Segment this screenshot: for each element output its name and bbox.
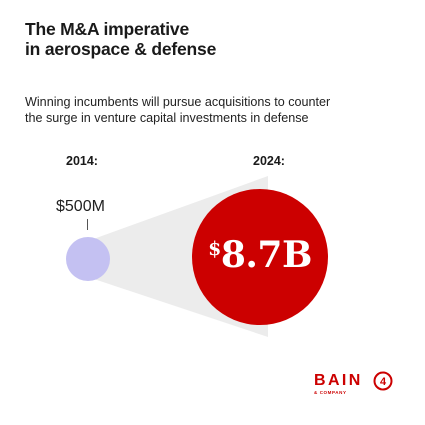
big-circle-2024 [192, 189, 328, 325]
value-2014: $500M [56, 198, 105, 215]
logo-subtext: & COMPANY [314, 390, 347, 395]
value-tick [87, 219, 88, 230]
value-2024-amount: 8.7B [220, 234, 313, 276]
page-title: The M&A imperative in aerospace & defens… [25, 19, 216, 59]
value-2024: $8.7B [200, 234, 320, 276]
logo-badge-number: 4 [380, 376, 387, 388]
title-line-2: in aerospace & defense [25, 39, 217, 59]
year-label-2024: 2024: [253, 154, 285, 168]
logo-wordmark: BAIN [314, 372, 363, 389]
title-line-1: The M&A imperative [25, 19, 189, 39]
currency-symbol: $ [208, 238, 221, 260]
small-circle-2014 [66, 237, 110, 281]
subtitle-line-1: Winning incumbents will pursue acquisiti… [25, 95, 331, 109]
subtitle: Winning incumbents will pursue acquisiti… [25, 94, 330, 126]
subtitle-line-2: the surge in venture capital investments… [25, 111, 309, 125]
year-label-2014: 2014: [66, 154, 98, 168]
logo-badge-icon: 4 [373, 371, 393, 391]
bain-logo: BAIN & COMPANY 4 [314, 371, 393, 395]
